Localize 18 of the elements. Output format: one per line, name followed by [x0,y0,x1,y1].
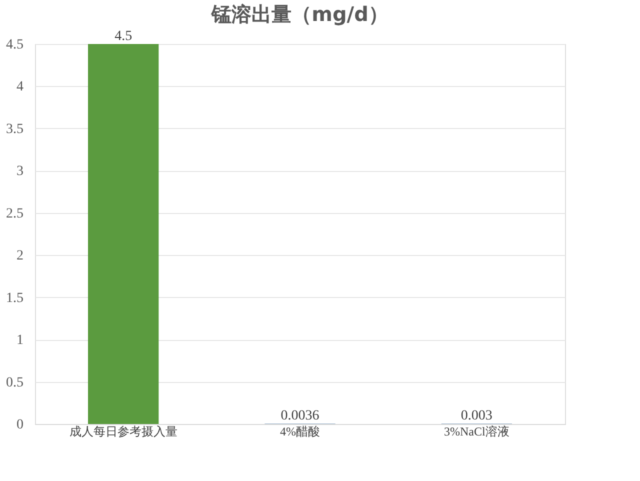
x-tick-label: 3%NaCl溶液 [444,424,510,438]
y-tick-label: 2 [16,248,24,264]
y-tick-label: 2.5 [6,206,24,222]
y-tick-label: 4.5 [6,38,24,52]
x-tick-label: 4%醋酸 [280,424,320,438]
y-tick-label: 0 [16,418,24,432]
y-tick-label: 1.5 [6,290,24,306]
data-label: 4.5 [114,29,132,44]
data-label: 0.0036 [280,408,320,424]
y-tick-label: 3.5 [6,122,24,137]
data-label: 0.003 [460,408,492,424]
x-tick-label: 成人每日参考摄入量 [69,424,178,438]
chart-title: 锰溶出量（mg/d） [210,2,388,26]
bar [88,44,159,424]
y-tick-label: 4 [16,80,24,95]
y-tick-label: 1 [16,333,24,348]
y-tick-label: 0.5 [6,375,24,390]
y-tick-label: 3 [16,164,24,180]
